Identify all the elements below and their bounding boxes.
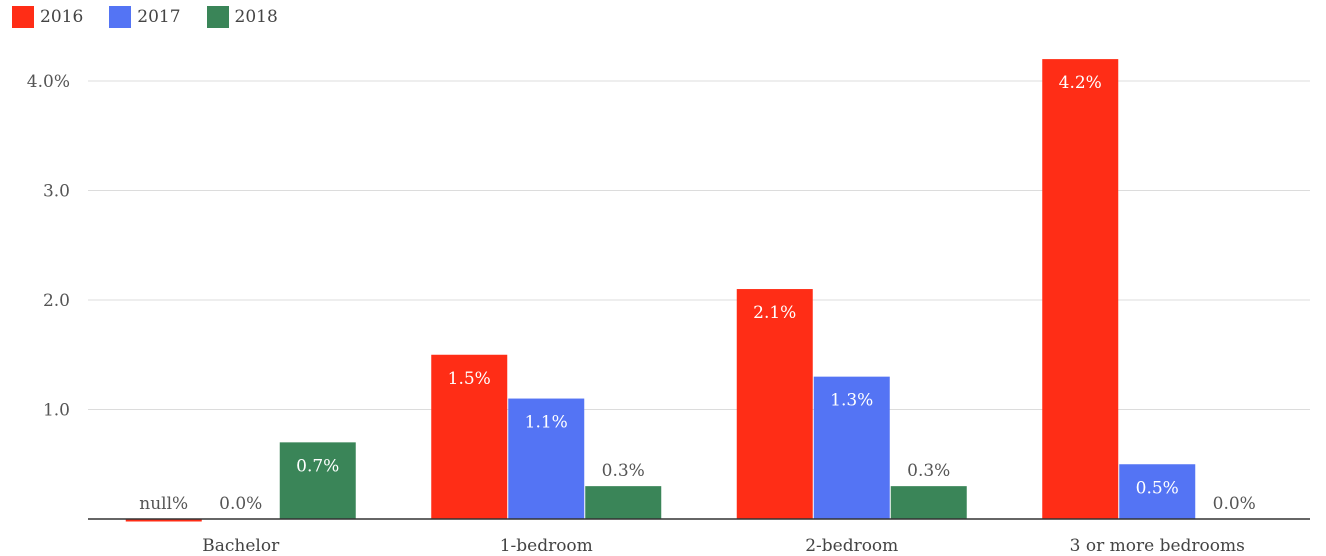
y-tick-label: 3.0 (43, 182, 70, 202)
bar (585, 486, 662, 519)
legend-swatch-2017 (109, 6, 132, 28)
data-label: null% (139, 494, 188, 514)
bar (813, 376, 890, 519)
bar (736, 289, 813, 519)
bar (1042, 59, 1119, 519)
y-tick-label: 2.0 (43, 291, 70, 311)
data-label: 1.1% (525, 413, 568, 433)
legend-label-2016: 2016 (40, 7, 84, 27)
x-tick-label: 1-bedroom (500, 536, 593, 556)
data-label: 0.0% (219, 494, 262, 514)
bar (508, 398, 585, 519)
data-label: 4.2% (1059, 73, 1102, 93)
legend: 2016 2017 2018 (12, 6, 278, 28)
bar (279, 442, 356, 519)
bar (1119, 464, 1196, 519)
bar (431, 354, 508, 519)
data-label: 1.5% (448, 369, 491, 389)
x-tick-label: 3 or more bedrooms (1070, 536, 1245, 556)
data-label: 0.3% (602, 461, 645, 481)
bar (890, 486, 967, 519)
data-label: 0.5% (1136, 478, 1179, 498)
data-label: 2.1% (753, 303, 796, 323)
legend-label-2018: 2018 (234, 7, 278, 27)
x-tick-label: 2-bedroom (805, 536, 898, 556)
y-tick-label: 4.0% (27, 72, 70, 92)
data-label: 0.3% (907, 461, 950, 481)
x-tick-label: Bachelor (202, 536, 280, 556)
legend-item-2016[interactable]: 2016 (12, 6, 83, 28)
data-label: 1.3% (830, 391, 873, 411)
legend-item-2017[interactable]: 2017 (109, 6, 181, 28)
data-label: 0.0% (1213, 494, 1256, 514)
y-tick-label: 1.0 (43, 401, 70, 421)
data-label: 0.7% (296, 456, 339, 476)
legend-item-2018[interactable]: 2018 (206, 6, 278, 28)
legend-swatch-2016 (12, 6, 34, 28)
legend-swatch-2018 (206, 6, 229, 28)
legend-label-2017: 2017 (137, 7, 181, 27)
